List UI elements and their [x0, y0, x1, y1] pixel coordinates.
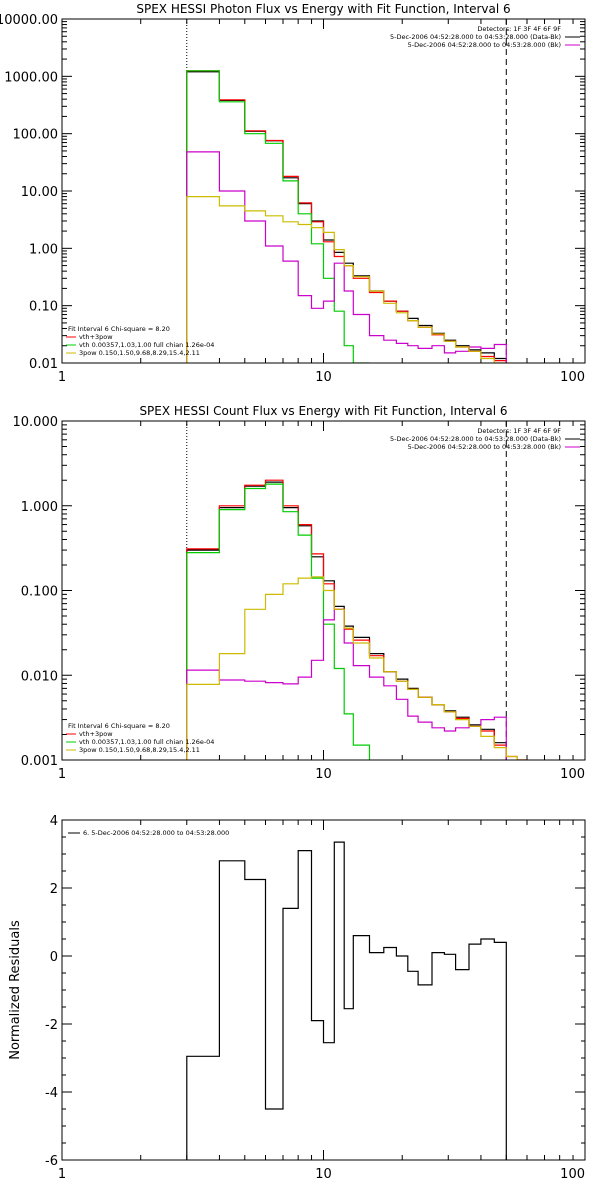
legend-entry: 5-Dec-2006 04:52:28.000 to 04:53:28.000 …: [408, 443, 561, 451]
y-tick-label: 0.001: [21, 754, 58, 769]
residuals-panel: Normalized Residuals 1 10 100 -6 -4 -2 0 2 4 6. 5-…: [8, 814, 586, 1182]
y-tick-label: -2: [45, 1018, 58, 1033]
plot-frame: [61, 819, 586, 1161]
legend-entry: Fit Interval 6 Chi-square = 8.20: [68, 325, 170, 333]
x-tick-label: 10: [315, 767, 332, 782]
x-tick-label: 10: [315, 370, 332, 385]
x-tick-label: 1: [58, 767, 66, 782]
y-tick-label: 10.00: [21, 185, 58, 200]
legend-entry: 6. 5-Dec-2006 04:52:28.000 to 04:53:28.0…: [83, 829, 229, 837]
y-tick-label: 1.000: [21, 500, 58, 515]
y-tick-label: 10.000: [13, 415, 59, 430]
series-line-3: [186, 151, 507, 363]
legend-entry: vth+3pow: [79, 730, 113, 738]
series-line-0: [186, 71, 507, 363]
x-tick-label: 100: [560, 370, 585, 385]
y-tick-label: -4: [45, 1086, 58, 1101]
legend-entry: 5-Dec-2006 04:52:28.000 to 04:53:28.000 …: [390, 33, 561, 41]
series-line-1: [186, 479, 527, 760]
legend-entry: Detectors: 1F 3F 4F 6F 9F: [477, 427, 561, 435]
chart-title: SPEX HESSI Count Flux vs Energy with Fit…: [139, 404, 507, 418]
series-line-2: [186, 483, 371, 760]
plot-frame: [61, 18, 586, 364]
y-axis-label: Normalized Residuals: [8, 920, 23, 1060]
legend-entry: Detectors: 1F 3F 4F 6F 9F: [477, 25, 561, 33]
series-line-4: [186, 576, 527, 760]
y-tick-label: 4: [50, 814, 58, 829]
y-tick-label: 0.10: [29, 300, 58, 315]
x-tick-label: 100: [560, 1167, 585, 1182]
y-tick-label: 1.00: [29, 242, 58, 257]
legend-entry: 5-Dec-2006 04:52:28.000 to 04:53:28.000 …: [408, 41, 561, 49]
y-tick-label: 0: [50, 950, 58, 965]
legend-entry: vth+3pow: [79, 333, 113, 341]
x-tick-label: 1: [58, 370, 66, 385]
y-tick-label: 10000.00: [0, 13, 58, 28]
plot-frame: [61, 420, 586, 761]
series-line-1: [186, 70, 507, 363]
y-tick-label: 0.010: [21, 669, 58, 684]
y-tick-label: 2: [50, 882, 58, 897]
series-line-4: [186, 196, 507, 363]
x-tick-label: 10: [315, 1167, 332, 1182]
legend-entry: Fit Interval 6 Chi-square = 8.20: [68, 722, 170, 730]
series-line-2: [186, 70, 370, 363]
x-tick-label: 100: [560, 767, 585, 782]
y-tick-label: 100.00: [13, 128, 59, 143]
legend-entry: vth 0.00357,1.03,1.00 full chian 1.26e-0…: [79, 738, 214, 746]
legend-entry: 5-Dec-2006 04:52:28.000 to 04:53:28.000 …: [390, 435, 561, 443]
legend-entry: vth 0.00357,1.03,1.00 full chian 1.26e-0…: [79, 341, 214, 349]
y-tick-label: 0.01: [29, 357, 58, 372]
photon-flux-panel: SPEX HESSI Photon Flux vs Energy with Fi…: [0, 2, 586, 385]
legend-entry: 3pow 0.150,1.50,9.68,8.29,15.4,2.11: [79, 746, 200, 754]
series-line-0: [186, 841, 507, 1160]
y-tick-label: -6: [45, 1154, 58, 1169]
x-tick-label: 1: [58, 1167, 66, 1182]
minor-ticks: [62, 819, 585, 1161]
chart-title: SPEX HESSI Photon Flux vs Energy with Fi…: [136, 2, 510, 16]
y-tick-label: 1000.00: [4, 70, 58, 85]
legend-entry: 3pow 0.150,1.50,9.68,8.29,15.4,2.11: [79, 349, 200, 357]
count-flux-panel: SPEX HESSI Count Flux vs Energy with Fit…: [13, 404, 586, 782]
y-tick-label: 0.100: [21, 585, 58, 600]
series-line-3: [186, 608, 507, 760]
